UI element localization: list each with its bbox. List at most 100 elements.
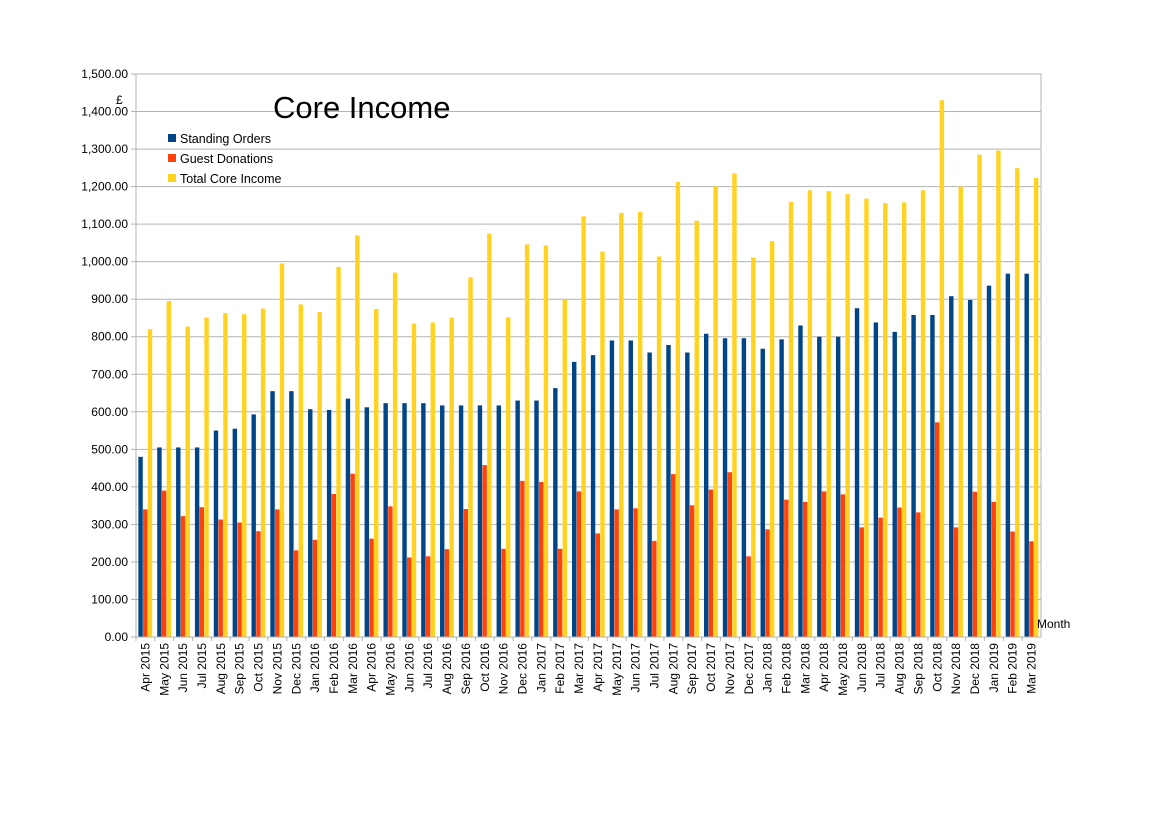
bar-standing-orders	[949, 296, 954, 637]
x-tick-label: Jan 2019	[987, 643, 1001, 693]
bar-total-core-income	[336, 266, 341, 637]
x-tick-label: Dec 2015	[289, 643, 303, 695]
bar-standing-orders	[930, 314, 935, 637]
bar-standing-orders	[722, 338, 728, 637]
x-tick-label: Jan 2017	[534, 643, 548, 693]
legend: Standing Orders Guest Donations Total Co…	[168, 132, 281, 186]
bar-guest-donations	[614, 509, 619, 637]
bar-guest-donations	[576, 491, 582, 637]
bar-standing-orders	[647, 352, 652, 637]
x-tick-label: Aug 2015	[214, 643, 228, 695]
bar-standing-orders	[232, 428, 238, 637]
bar-total-core-income	[487, 233, 492, 637]
x-tick-label: May 2016	[384, 643, 398, 696]
y-axis-label: £	[116, 93, 123, 107]
bar-guest-donations	[972, 491, 978, 637]
bar-standing-orders	[421, 403, 426, 637]
bar-total-core-income	[920, 190, 926, 637]
bar-total-core-income	[769, 241, 775, 638]
x-tick-label: Jul 2016	[421, 643, 435, 689]
bar-guest-donations	[784, 499, 789, 637]
y-tick-labels: 0.00 100.00 200.00 300.00 400.00 500.00 600.00…	[81, 67, 128, 644]
bar-standing-orders	[157, 447, 162, 637]
bar-guest-donations	[595, 533, 600, 637]
bar-total-core-income	[751, 257, 756, 637]
bar-standing-orders	[251, 414, 256, 637]
bar-total-core-income	[185, 326, 190, 637]
x-tick-label: Apr 2016	[365, 643, 379, 692]
bar-guest-donations	[256, 531, 261, 637]
y-tick-label: 900.00	[91, 292, 128, 306]
x-tick-label: Oct 2015	[252, 643, 266, 692]
bar-guest-donations	[444, 549, 450, 637]
x-tick-label: Aug 2017	[666, 643, 680, 695]
bar-guest-donations	[840, 494, 846, 637]
bar-total-core-income	[374, 308, 379, 637]
bar-standing-orders	[741, 338, 747, 637]
bar-standing-orders	[590, 355, 596, 637]
bar-standing-orders	[817, 336, 822, 637]
x-tick-label: Aug 2016	[440, 643, 454, 695]
bar-total-core-income	[939, 100, 945, 638]
y-tick-label: 600.00	[91, 405, 128, 419]
x-tick-label: Apr 2018	[817, 643, 831, 692]
y-tick-label: 1,500.00	[81, 67, 128, 81]
x-tick-label: Feb 2018	[779, 643, 793, 694]
bar-guest-donations	[1029, 541, 1034, 637]
bar-guest-donations	[746, 556, 751, 637]
y-tick-label: 800.00	[91, 330, 128, 344]
bar-total-core-income	[996, 150, 1001, 637]
bar-total-core-income	[506, 317, 511, 637]
bar-guest-donations	[916, 512, 921, 637]
bar-standing-orders	[440, 405, 445, 637]
bar-guest-donations	[199, 507, 205, 637]
bar-total-core-income	[675, 182, 681, 637]
bar-standing-orders	[458, 405, 464, 637]
x-tick-label: Sep 2016	[459, 643, 473, 695]
bar-standing-orders	[308, 409, 313, 637]
bar-total-core-income	[1033, 177, 1039, 637]
bars	[138, 100, 1039, 638]
legend-label-total-core-income: Total Core Income	[180, 172, 281, 186]
bar-total-core-income	[411, 323, 417, 637]
bar-total-core-income	[147, 329, 153, 637]
legend-swatch-total-core-income	[168, 174, 176, 182]
bar-standing-orders	[383, 403, 388, 637]
bar-total-core-income	[543, 245, 549, 637]
bar-guest-donations	[670, 474, 676, 637]
bar-total-core-income	[713, 186, 718, 637]
x-tick-label: Sep 2018	[911, 643, 925, 695]
bar-total-core-income	[562, 299, 567, 637]
bar-total-core-income	[317, 311, 322, 637]
bar-standing-orders	[515, 400, 520, 637]
bar-standing-orders	[986, 285, 992, 637]
x-tick-label: Dec 2016	[516, 643, 530, 695]
x-tick-label: Mar 2019	[1025, 643, 1039, 694]
x-axis-label: Month	[1037, 617, 1070, 631]
x-tick-label: Oct 2018	[930, 643, 944, 692]
legend-swatch-guest-donations	[168, 154, 176, 162]
legend-label-standing-orders: Standing Orders	[180, 132, 271, 146]
bar-total-core-income	[807, 190, 813, 637]
x-tick-label: Jun 2015	[176, 643, 190, 693]
x-tick-labels: Apr 2015 May 2015 Jun 2015 Jul 2015 Aug 2015…	[138, 643, 1038, 696]
bar-standing-orders	[854, 308, 860, 637]
bar-guest-donations	[859, 527, 864, 637]
bar-standing-orders	[685, 352, 690, 637]
bar-guest-donations	[633, 508, 638, 637]
bar-standing-orders	[270, 391, 275, 637]
bar-standing-orders	[666, 344, 671, 637]
bar-guest-donations	[275, 509, 280, 637]
bar-total-core-income	[430, 322, 436, 637]
bar-guest-donations	[991, 501, 996, 637]
y-tick-label: 100.00	[91, 592, 128, 606]
x-tick-label: Apr 2017	[591, 643, 605, 692]
bar-total-core-income	[449, 317, 454, 637]
bar-guest-donations	[934, 422, 940, 637]
bar-guest-donations	[161, 490, 167, 637]
bar-guest-donations	[652, 540, 657, 637]
x-tick-label: Mar 2018	[798, 643, 812, 694]
bar-guest-donations	[897, 507, 902, 637]
bar-guest-donations	[520, 480, 525, 637]
